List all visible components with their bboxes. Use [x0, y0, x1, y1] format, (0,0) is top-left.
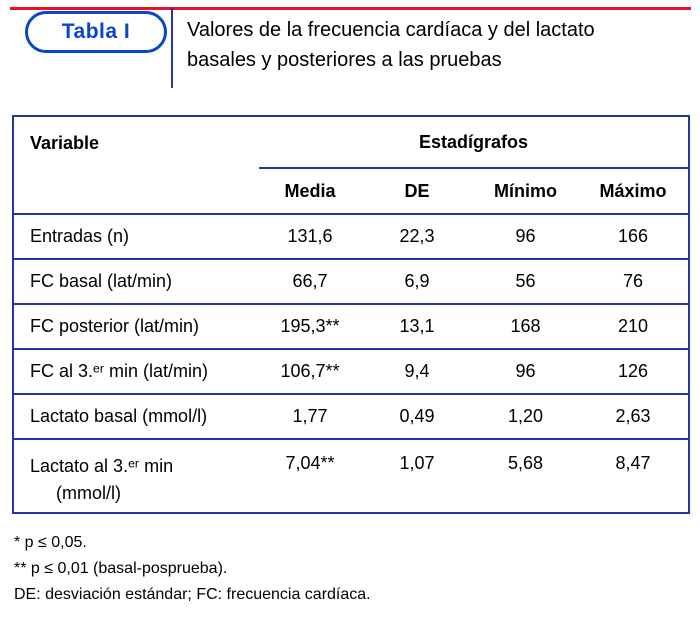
table-number-badge: Tabla I [25, 11, 167, 53]
column-header-minimo: Mínimo [473, 168, 578, 215]
row-label: Lactato al 3.ᵉʳ min (mmol/l) [13, 439, 259, 514]
cell-media: 7,04** [259, 439, 361, 514]
footnote-p-005: * p ≤ 0,05. [14, 534, 87, 551]
table-header-row-stats: Media DE Mínimo Máximo [13, 168, 690, 215]
cell-minimo: 5,68 [473, 439, 578, 514]
cell-de: 0,49 [361, 394, 473, 440]
cell-media: 131,6 [259, 214, 361, 260]
row-label: Lactato basal (mmol/l) [13, 394, 259, 440]
cell-maximo: 210 [578, 304, 690, 350]
table-header-row-group: Variable Estadígrafos [13, 116, 690, 215]
badge-title-divider [171, 8, 173, 88]
cell-media: 1,77 [259, 394, 361, 440]
cell-minimo: 56 [473, 259, 578, 305]
table-number-label: Tabla I [61, 20, 131, 43]
cell-de: 13,1 [361, 304, 473, 350]
table-row-lactato-3er-min: Lactato al 3.ᵉʳ min (mmol/l) 7,04** 1,07… [13, 439, 690, 514]
statistics-table: Variable Estadígrafos Media DE Mínimo Má… [12, 115, 691, 514]
caption-line-2: basales y posteriores a las pruebas [187, 49, 502, 71]
cell-de: 6,9 [361, 259, 473, 305]
row-label: FC basal (lat/min) [13, 259, 259, 305]
cell-media: 195,3** [259, 304, 361, 350]
table-row-fc-basal: FC basal (lat/min) 66,7 6,9 56 76 [13, 259, 690, 305]
table-row-fc-3er-min: FC al 3.ᵉʳ min (lat/min) 106,7** 9,4 96 … [13, 349, 690, 395]
cell-maximo: 2,63 [578, 394, 690, 440]
cell-media: 106,7** [259, 349, 361, 395]
cell-de: 1,07 [361, 439, 473, 514]
top-red-rule [10, 7, 691, 10]
row-label-line-2: (mmol/l) [56, 483, 121, 503]
cell-minimo: 96 [473, 349, 578, 395]
cell-maximo: 166 [578, 214, 690, 260]
row-label: FC al 3.ᵉʳ min (lat/min) [13, 349, 259, 395]
caption-line-1: Valores de la frecuencia cardíaca y del … [187, 19, 595, 41]
cell-de: 22,3 [361, 214, 473, 260]
cell-de: 9,4 [361, 349, 473, 395]
table-row-lactato-basal: Lactato basal (mmol/l) 1,77 0,49 1,20 2,… [13, 394, 690, 440]
cell-media: 66,7 [259, 259, 361, 305]
footnote-p-001: ** p ≤ 0,01 (basal-posprueba). [14, 560, 228, 577]
table-row-entradas: Entradas (n) 131,6 22,3 96 166 [13, 214, 690, 260]
column-header-de: DE [361, 168, 473, 215]
table-row-fc-posterior: FC posterior (lat/min) 195,3** 13,1 168 … [13, 304, 690, 350]
footnotes: * p ≤ 0,05. ** p ≤ 0,01 (basal-posprueba… [14, 530, 371, 608]
column-group-header-estadigrafos: Estadígrafos [259, 116, 690, 169]
cell-maximo: 76 [578, 259, 690, 305]
cell-minimo: 1,20 [473, 394, 578, 440]
column-header-variable: Variable [13, 116, 259, 215]
row-label: FC posterior (lat/min) [13, 304, 259, 350]
row-label: Entradas (n) [13, 214, 259, 260]
cell-maximo: 126 [578, 349, 690, 395]
table-caption: Valores de la frecuencia cardíaca y del … [187, 15, 595, 75]
cell-minimo: 96 [473, 214, 578, 260]
cell-minimo: 168 [473, 304, 578, 350]
row-label-line-1: Lactato al 3.ᵉʳ min [30, 456, 174, 476]
footnote-abbreviations: DE: desviación estándar; FC: frecuencia … [14, 586, 371, 603]
column-header-media: Media [259, 168, 361, 215]
column-header-maximo: Máximo [578, 168, 690, 215]
cell-maximo: 8,47 [578, 439, 690, 514]
